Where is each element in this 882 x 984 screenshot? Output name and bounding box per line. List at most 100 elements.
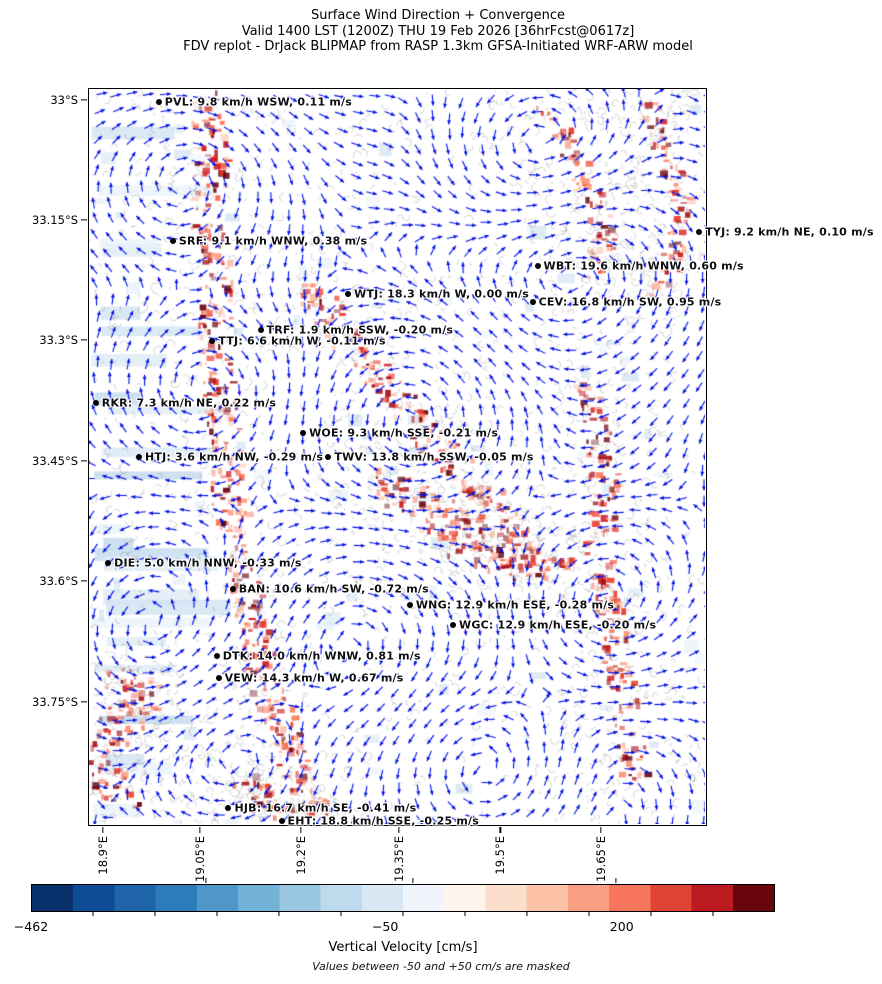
- colorbar-top-tick: [615, 878, 617, 883]
- station-dot-eht: [278, 818, 285, 825]
- y-tick-mark: [81, 460, 87, 462]
- y-tick-label: 33.3°S: [39, 332, 78, 347]
- station-dot-wtj: [345, 290, 352, 297]
- y-axis: 33°S 33.15°S 33.3°S 33.45°S 33.6°S 33.75°S: [0, 88, 88, 826]
- station-label-ban: BAN: 10.6 km/h SW, -0.72 m/s: [238, 582, 429, 596]
- station-label-tyj: TYJ: 9.2 km/h NE, 0.10 m/s: [705, 225, 874, 239]
- y-tick-mark: [81, 99, 87, 101]
- station-label-wbt: WBT: 19.6 km/h WNW, 0.60 m/s: [543, 259, 744, 273]
- x-tick-label-text: 19.05°E: [193, 836, 208, 882]
- x-tick-label: 19.5°E: [493, 836, 507, 879]
- x-tick-label-text: 19.35°E: [391, 836, 406, 882]
- station-dot-wgc: [450, 621, 457, 628]
- x-tick-mark: [600, 827, 602, 833]
- x-axis: 18.9°E 19.05°E 19.2°E 19.35°E 19.5°E 19.65°E: [88, 826, 707, 886]
- station-dot-die: [105, 559, 112, 566]
- y-tick-mark: [81, 580, 87, 582]
- colorbar-minor-tick: [526, 912, 528, 916]
- colorbar-tick-label: 200: [609, 919, 634, 934]
- station-label-ttj: TTJ: 6.6 km/h W, -0.11 m/s: [218, 334, 386, 348]
- y-tick-label: 33.15°S: [32, 213, 78, 228]
- mask-note: Values between -50 and +50 cm/s are mask…: [312, 960, 570, 973]
- station-label-cev: CEV: 16.8 km/h SW, 0.95 m/s: [538, 295, 722, 309]
- x-tick-label-text: 19.5°E: [493, 836, 508, 875]
- colorbar-minor-tick: [712, 912, 714, 916]
- colorbar-top-tick: [205, 878, 207, 883]
- chart-source-line: FDV replot - DrJack BLIPMAP from RASP 1.…: [183, 39, 693, 54]
- chart-valid-time: Valid 1400 LST (1200Z) THU 19 Feb 2026 […: [241, 23, 635, 39]
- colorbar-gradient: [31, 884, 775, 912]
- x-tick-mark: [102, 827, 104, 833]
- x-tick-mark: [499, 827, 501, 833]
- station-label-woe: WOE: 9.3 km/h SSE, -0.21 m/s: [309, 426, 499, 440]
- y-tick-label: 33.75°S: [32, 695, 78, 710]
- station-label-wng: WNG: 12.9 km/h ESE, -0.28 m/s: [415, 598, 615, 612]
- station-label-twv: TWV: 13.8 km/h SSW, -0.05 m/s: [334, 450, 534, 464]
- station-label-rkr: RKR: 7.3 km/h NE, 0.22 m/s: [101, 396, 277, 410]
- colorbar-minor-tick: [278, 912, 280, 916]
- colorbar: Vertical Velocity [cm/s] −462 −50 200: [14, 878, 775, 984]
- station-label-eht: EHT: 18.8 km/h SSE, -0.25 m/s: [287, 814, 480, 828]
- map-panel: PVL: 9.8 km/h WSW, 0.11 m/s SRF: 9.1 km/h…: [88, 88, 874, 828]
- station-label-trf: TRF: 1.9 km/h SSW, -0.20 m/s: [266, 323, 454, 337]
- colorbar-tick-label: −50: [371, 919, 399, 934]
- colorbar-tick-label: −462: [13, 919, 49, 934]
- colorbar-minor-tick: [588, 912, 590, 916]
- station-label-srf: SRF: 9.1 km/h WNW, 0.38 m/s: [178, 234, 368, 248]
- station-label-wgc: WGC: 12.9 km/h ESE, -0.20 m/s: [459, 618, 657, 632]
- station-dot-ttj: [209, 338, 216, 345]
- station-layer: PVL: 9.8 km/h WSW, 0.11 m/s SRF: 9.1 km/h…: [89, 89, 874, 828]
- station-dot-rkr: [92, 400, 99, 407]
- colorbar-minor-tick: [340, 912, 342, 916]
- y-tick-label: 33°S: [50, 92, 78, 107]
- y-tick-mark: [81, 701, 87, 703]
- colorbar-minor-tick: [464, 912, 466, 916]
- x-tick-label-text: 19.65°E: [594, 836, 609, 882]
- station-dot-wng: [406, 601, 413, 608]
- title-block: Surface Wind Direction + Convergence Val…: [0, 8, 876, 55]
- station-dot-dtk: [213, 653, 220, 660]
- x-tick-label: 19.35°E: [392, 836, 406, 886]
- station-label-wtj: WTJ: 18.3 km/h W, 0.00 m/s: [354, 287, 529, 301]
- y-tick-label: 33.45°S: [32, 453, 78, 468]
- station-dot-tyj: [696, 228, 703, 235]
- x-tick-mark: [300, 827, 302, 833]
- y-tick-label: 33.6°S: [39, 573, 78, 588]
- station-dot-ban: [229, 585, 236, 592]
- station-dot-hjb: [225, 805, 232, 812]
- y-tick-mark: [81, 219, 87, 221]
- station-label-pvl: PVL: 9.8 km/h WSW, 0.11 m/s: [164, 95, 353, 109]
- station-dot-twv: [325, 454, 332, 460]
- colorbar-minor-tick: [650, 912, 652, 916]
- x-tick-label-text: 19.2°E: [293, 836, 308, 875]
- station-dot-woe: [300, 429, 307, 436]
- station-label-vew: VEW: 14.3 km/h W, 0.67 m/s: [224, 671, 404, 685]
- station-label-htj: HTJ: 3.6 km/h NW, -0.29 m/s: [144, 450, 324, 464]
- station-dot-srf: [169, 238, 176, 245]
- x-tick-label-text: 18.9°E: [95, 836, 110, 875]
- colorbar-minor-tick: [216, 912, 218, 916]
- colorbar-title: Vertical Velocity [cm/s]: [328, 940, 478, 955]
- station-dot-trf: [257, 326, 264, 333]
- x-tick-mark: [398, 827, 400, 833]
- x-tick-label: 19.2°E: [294, 836, 308, 879]
- station-dot-pvl: [155, 99, 162, 106]
- x-tick-mark: [199, 827, 201, 833]
- x-tick-label: 19.65°E: [594, 836, 608, 886]
- station-label-dtk: DTK: 14.0 km/h WNW, 0.81 m/s: [222, 649, 421, 663]
- colorbar-top-tick: [412, 878, 414, 883]
- colorbar-minor-tick: [402, 912, 404, 916]
- chart-title: Surface Wind Direction + Convergence: [310, 8, 566, 23]
- station-label-die: DIE: 5.0 km/h NNW, -0.33 m/s: [114, 556, 302, 570]
- station-label-hjb: HJB: 16.7 km/h SE, -0.41 m/s: [234, 801, 417, 815]
- station-dot-vew: [215, 674, 222, 681]
- colorbar-minor-tick: [154, 912, 156, 916]
- wind-field-canvas: [89, 89, 705, 824]
- x-tick-label: 18.9°E: [96, 836, 110, 879]
- y-tick-mark: [81, 339, 87, 341]
- station-dot-cev: [529, 298, 536, 305]
- station-dot-htj: [135, 454, 142, 460]
- colorbar-minor-tick: [92, 912, 94, 916]
- station-dot-wbt: [534, 262, 541, 269]
